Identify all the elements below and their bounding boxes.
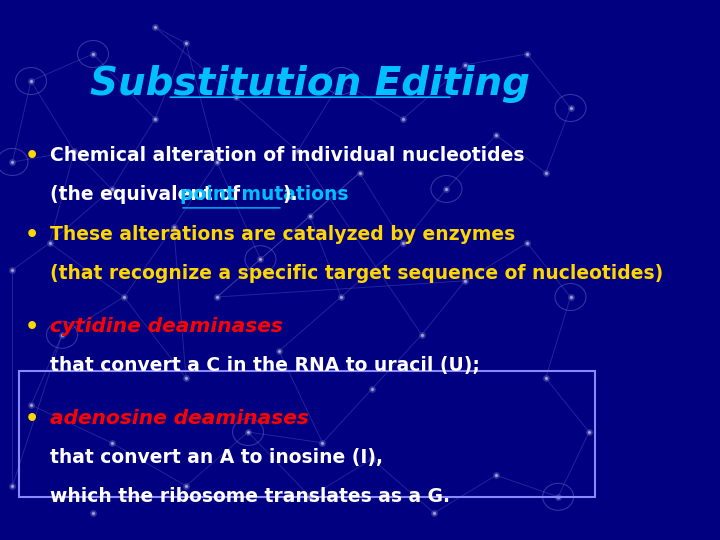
Text: ).: ). <box>283 185 299 204</box>
Text: that convert an A to inosine (I),: that convert an A to inosine (I), <box>50 448 382 467</box>
Text: •: • <box>24 409 39 429</box>
Text: •: • <box>24 146 39 166</box>
Text: Chemical alteration of individual nucleotides: Chemical alteration of individual nucleo… <box>50 146 524 165</box>
Text: •: • <box>24 317 39 337</box>
Text: point mutations: point mutations <box>180 185 348 204</box>
Text: adenosine deaminases: adenosine deaminases <box>50 409 308 428</box>
Text: •: • <box>24 225 39 245</box>
Text: (that recognize a specific target sequence of nucleotides): (that recognize a specific target sequen… <box>50 264 663 283</box>
Text: that convert a C in the RNA to uracil (U);: that convert a C in the RNA to uracil (U… <box>50 356 480 375</box>
Text: These alterations are catalyzed by enzymes: These alterations are catalyzed by enzym… <box>50 225 515 244</box>
Text: Substitution Editing: Substitution Editing <box>90 65 530 103</box>
Text: which the ribosome translates as a G.: which the ribosome translates as a G. <box>50 487 449 505</box>
Text: (the equivalent of: (the equivalent of <box>50 185 246 204</box>
Text: cytidine deaminases: cytidine deaminases <box>50 317 282 336</box>
